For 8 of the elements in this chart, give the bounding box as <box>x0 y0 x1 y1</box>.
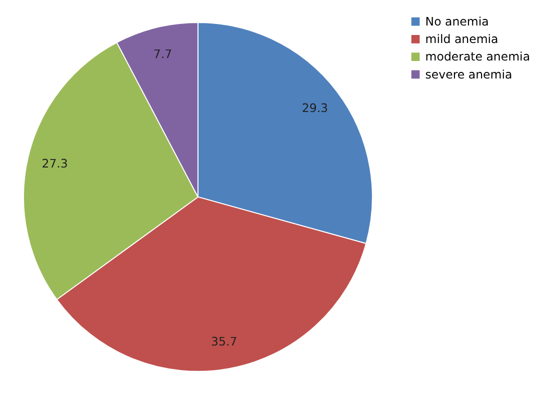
legend-label: severe anemia <box>425 67 512 82</box>
legend-label: No anemia <box>425 14 489 28</box>
data-label: 27.3 <box>42 156 68 170</box>
data-label: 7.7 <box>153 47 172 62</box>
data-label: 29.3 <box>302 100 328 115</box>
legend-label: moderate anemia <box>425 50 530 64</box>
legend-label: mild anemia <box>425 32 498 46</box>
data-label: 35.7 <box>211 334 238 349</box>
